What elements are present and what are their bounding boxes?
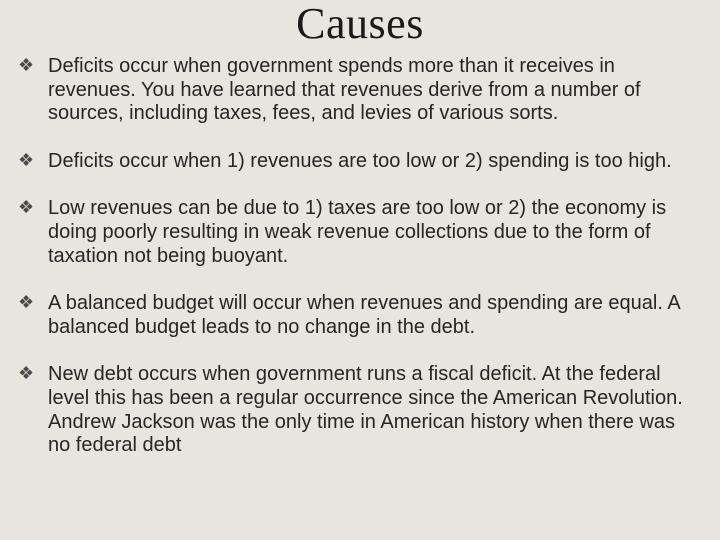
list-item: New debt occurs when government runs a f…: [18, 363, 702, 457]
list-item: Low revenues can be due to 1) taxes are …: [18, 197, 702, 268]
list-item: A balanced budget will occur when revenu…: [18, 292, 702, 339]
bullet-list: Deficits occur when government spends mo…: [18, 55, 702, 458]
slide-title: Causes: [18, 0, 702, 49]
list-item: Deficits occur when government spends mo…: [18, 55, 702, 126]
list-item: Deficits occur when 1) revenues are too …: [18, 150, 702, 174]
